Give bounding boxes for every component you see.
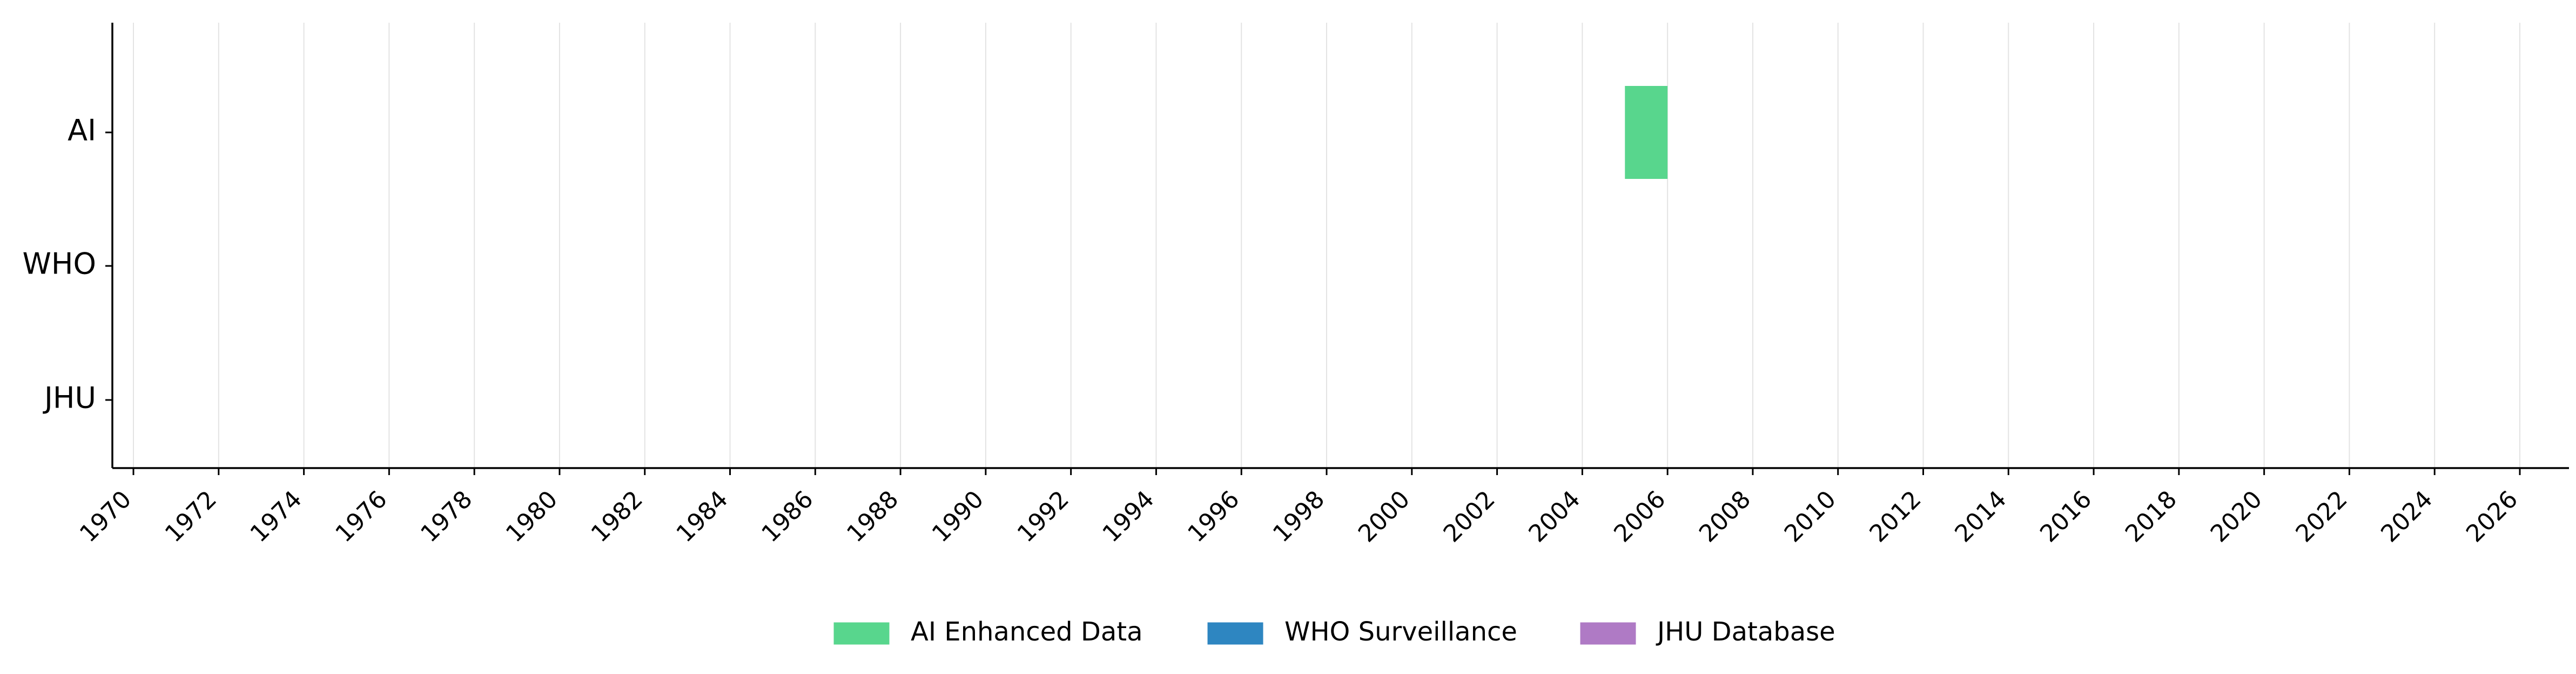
legend-swatch-jhu <box>1580 622 1636 645</box>
x-tick-label: 2006 <box>1609 485 1671 548</box>
grid-lines <box>133 23 2520 468</box>
x-tick-label: 2000 <box>1353 485 1415 548</box>
x-tick-label: 2026 <box>2461 485 2523 548</box>
y-tick-label-who: WHO <box>22 247 96 281</box>
x-tick-label: 1990 <box>927 485 989 548</box>
y-tick-label-jhu: JHU <box>43 381 96 415</box>
legend-swatch-ai <box>833 622 890 645</box>
legend-label-ai: AI Enhanced Data <box>911 617 1143 647</box>
x-tick-label: 1976 <box>330 485 392 548</box>
x-tick-label: 1994 <box>1097 485 1159 548</box>
x-tick-label: 1992 <box>1012 485 1074 548</box>
x-tick-label: 1978 <box>415 485 477 548</box>
x-tick-label: 1974 <box>245 485 307 548</box>
x-tick-label: 1972 <box>160 485 222 548</box>
axes <box>111 23 2569 469</box>
legend-label-jhu: JHU Database <box>1656 617 1835 647</box>
x-tick-label: 2020 <box>2205 485 2268 548</box>
x-tick-label: 1986 <box>756 485 818 548</box>
x-tick-label: 1996 <box>1182 485 1245 548</box>
x-tick-label: 2022 <box>2290 485 2352 548</box>
x-tick-label: 2004 <box>1523 485 1585 548</box>
x-tick-label: 2016 <box>2035 485 2097 548</box>
x-tick-label: 1980 <box>501 485 563 548</box>
y-tick-label-ai: AI <box>68 114 96 148</box>
ticks: 1970 1972 1974 1976 1978 1980 1982 1984 1986 1988… <box>22 114 2523 548</box>
x-tick-label: 1970 <box>75 485 137 548</box>
legend-label-who: WHO Surveillance <box>1284 617 1517 647</box>
x-tick-label: 2010 <box>1779 485 1841 548</box>
x-tick-label: 1982 <box>586 485 648 548</box>
x-tick-label: 2018 <box>2120 485 2182 548</box>
x-tick-label: 2002 <box>1438 485 1501 548</box>
bars <box>1625 86 1668 179</box>
x-tick-label: 1988 <box>842 485 904 548</box>
bar-ai-2005 <box>1625 86 1668 179</box>
legend: AI Enhanced Data WHO Surveillance JHU Data… <box>833 617 1835 647</box>
x-tick-label: 1998 <box>1268 485 1330 548</box>
x-tick-label: 2014 <box>1949 485 2012 548</box>
x-tick-label: 1984 <box>671 485 734 548</box>
x-tick-label: 2024 <box>2376 485 2438 548</box>
legend-swatch-who <box>1207 622 1263 645</box>
x-tick-label: 2008 <box>1694 485 1756 548</box>
x-tick-label: 2012 <box>1865 485 1927 548</box>
